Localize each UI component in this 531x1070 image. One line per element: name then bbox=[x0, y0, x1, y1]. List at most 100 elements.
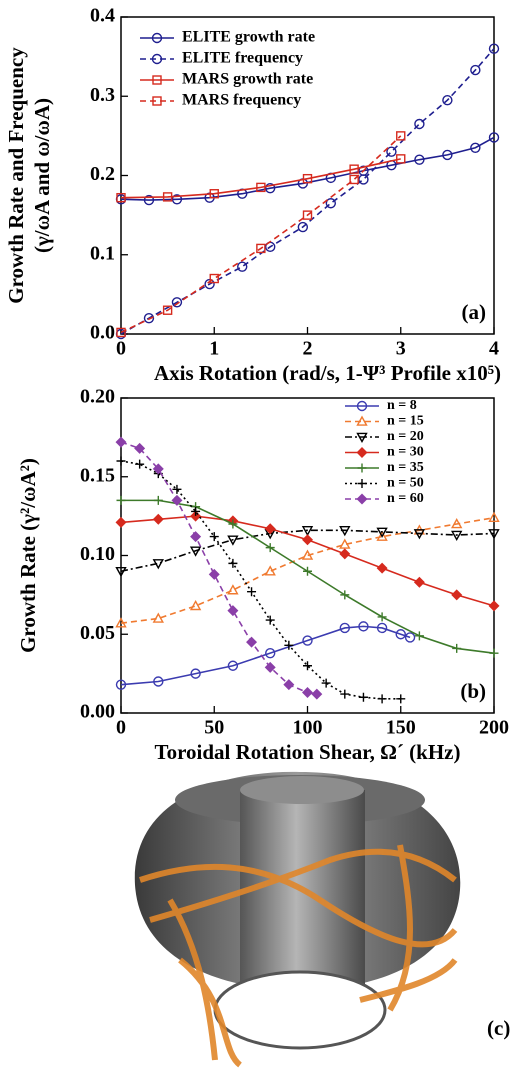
x-tick-label: 50 bbox=[204, 717, 224, 739]
legend-label: MARS frequency bbox=[182, 92, 301, 109]
marker bbox=[377, 694, 387, 704]
marker bbox=[303, 661, 312, 671]
marker bbox=[209, 532, 219, 542]
marker bbox=[395, 629, 406, 640]
x-axis-label: Toroidal Rotation Shear, Ω´ (kHz) bbox=[155, 740, 461, 764]
marker bbox=[302, 635, 313, 646]
marker bbox=[488, 43, 500, 54]
marker bbox=[340, 590, 350, 600]
marker bbox=[396, 131, 406, 141]
marker bbox=[189, 599, 202, 611]
marker bbox=[404, 632, 416, 643]
torus-hole bbox=[213, 970, 387, 1050]
marker bbox=[264, 565, 276, 576]
marker bbox=[488, 600, 500, 612]
series-line bbox=[120, 529, 495, 573]
marker bbox=[264, 523, 276, 535]
marker bbox=[470, 142, 481, 153]
x-axis-label: Axis Rotation (rad/s, 1-Ψ³ Profile x10⁵) bbox=[154, 361, 501, 385]
legend-label: ELITE growth rate bbox=[182, 29, 315, 46]
legend-label: n = 15 bbox=[387, 414, 424, 429]
marker bbox=[283, 679, 295, 691]
marker bbox=[265, 543, 275, 553]
marker bbox=[237, 261, 248, 272]
marker bbox=[227, 660, 239, 671]
marker bbox=[311, 688, 323, 700]
marker bbox=[356, 400, 368, 412]
series-line bbox=[120, 516, 495, 625]
marker bbox=[358, 692, 368, 702]
panel-label: (c) bbox=[487, 1016, 510, 1040]
marker bbox=[143, 312, 155, 324]
x-tick-label: 2 bbox=[303, 338, 313, 360]
series-line bbox=[120, 441, 317, 695]
marker bbox=[451, 530, 463, 541]
marker bbox=[172, 484, 182, 494]
marker bbox=[115, 436, 127, 448]
marker bbox=[339, 548, 351, 560]
marker bbox=[358, 621, 369, 632]
marker bbox=[115, 617, 127, 628]
series-line bbox=[120, 48, 495, 335]
marker bbox=[488, 529, 500, 540]
marker bbox=[171, 494, 183, 506]
marker bbox=[349, 164, 359, 174]
marker bbox=[171, 297, 183, 308]
series-line bbox=[120, 136, 495, 201]
marker bbox=[356, 415, 368, 426]
marker bbox=[190, 668, 201, 679]
marker bbox=[171, 194, 183, 205]
marker bbox=[208, 568, 220, 580]
panel-label: (a) bbox=[462, 300, 487, 324]
marker bbox=[151, 53, 163, 65]
marker bbox=[264, 661, 276, 673]
field-line bbox=[139, 844, 458, 1068]
legend-label: MARS growth rate bbox=[182, 71, 313, 88]
plot-frame bbox=[120, 16, 495, 335]
y-axis-label: Growth Rate (γ²/ωA²) bbox=[16, 458, 40, 653]
y-axis-label: Growth Rate and Frequency bbox=[4, 47, 28, 304]
marker bbox=[116, 456, 126, 466]
marker bbox=[152, 612, 164, 623]
marker bbox=[247, 587, 257, 597]
marker bbox=[356, 493, 368, 505]
marker bbox=[115, 516, 127, 528]
x-tick-label: 3 bbox=[396, 338, 406, 360]
marker bbox=[152, 96, 162, 106]
y-tick-label: 0.20 bbox=[80, 386, 115, 408]
marker bbox=[349, 174, 359, 185]
marker bbox=[376, 530, 388, 541]
y-tick-label: 0.4 bbox=[90, 5, 115, 27]
y-tick-label: 0.00 bbox=[80, 701, 115, 723]
legend-label: n = 30 bbox=[387, 445, 424, 460]
marker bbox=[376, 527, 388, 538]
marker bbox=[488, 511, 500, 522]
marker bbox=[451, 589, 463, 601]
x-tick-label: 1 bbox=[209, 338, 219, 360]
marker bbox=[470, 64, 481, 76]
panel-label: (b) bbox=[460, 679, 486, 703]
marker bbox=[339, 622, 350, 634]
marker bbox=[256, 182, 266, 193]
marker bbox=[265, 647, 276, 659]
legend-label: n = 50 bbox=[387, 476, 424, 491]
marker bbox=[339, 538, 351, 549]
marker bbox=[396, 154, 406, 164]
legend-label: n = 20 bbox=[387, 429, 424, 444]
marker bbox=[115, 566, 127, 578]
y-tick-label: 0.2 bbox=[90, 163, 115, 185]
marker bbox=[191, 506, 201, 516]
series-line bbox=[120, 625, 411, 686]
marker bbox=[134, 442, 146, 454]
marker bbox=[143, 194, 155, 206]
marker bbox=[189, 546, 202, 557]
marker bbox=[227, 605, 239, 617]
marker bbox=[190, 531, 202, 543]
marker bbox=[115, 679, 127, 690]
y-tick-label: 0.15 bbox=[80, 464, 115, 486]
legend-label: ELITE frequency bbox=[182, 50, 303, 67]
marker bbox=[116, 192, 126, 203]
marker bbox=[442, 95, 453, 106]
marker bbox=[116, 327, 126, 338]
marker bbox=[321, 678, 331, 688]
